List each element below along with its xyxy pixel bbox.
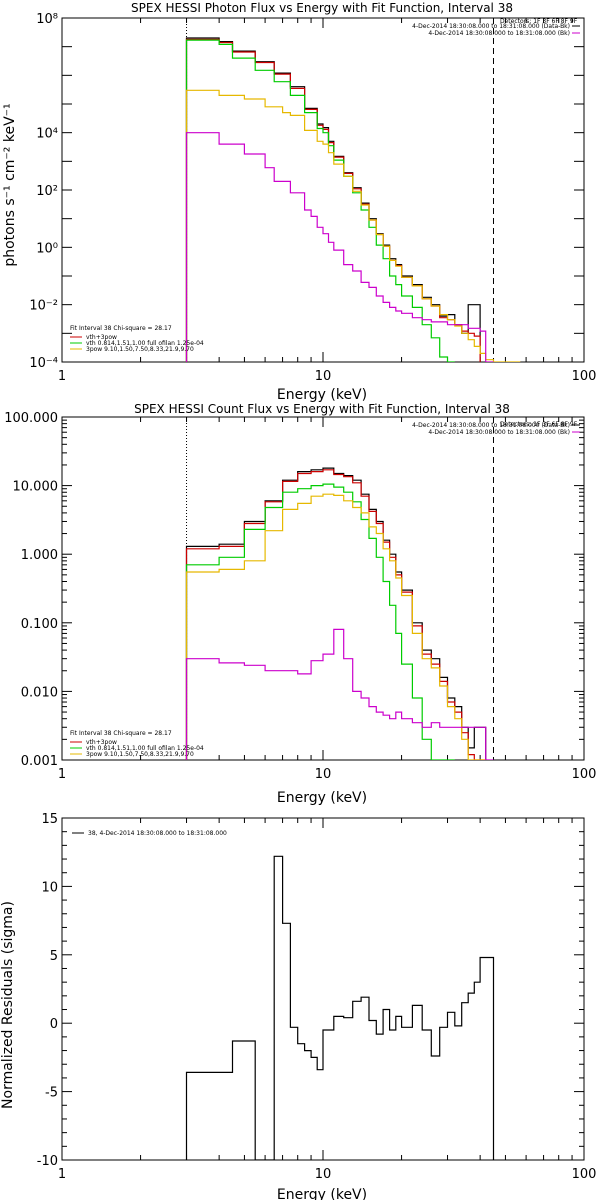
chart-2-title: SPEX HESSI Count Flux vs Energy with Fit… <box>134 402 510 416</box>
chart-3-y-tick-label: 15 <box>41 812 58 827</box>
chart-1-series-data-bk <box>185 37 481 362</box>
chart-1-fit-entry: 3pow 9.10,1.50,7.50,8.33,21.9,9.70 <box>86 346 194 353</box>
chart-1-series-bk <box>185 132 494 362</box>
chart-3-y-tick-label: 10 <box>41 880 58 895</box>
chart-3-y-tick-label: -10 <box>37 1154 58 1169</box>
chart-2-fit-entry: 3pow 9.10,1.50,7.50,8.33,21.9,9.70 <box>86 751 194 758</box>
chart-3-y-tick-label: -5 <box>45 1086 58 1101</box>
chart-2-plot <box>61 416 585 761</box>
chart-3-x-tick-label: 10 <box>315 1167 332 1182</box>
chart-3-plot <box>61 817 585 1161</box>
chart-2-y-tick-label: 0.001 <box>21 754 58 769</box>
chart-2-series-vth-3pow <box>185 469 486 760</box>
chart-2-fit-entry: vth 0.814,1.51,1.00 full ofilan 1.25e-04 <box>86 745 204 752</box>
chart-1-frame <box>61 17 585 363</box>
chart-2-x-tick-label: 100 <box>572 767 597 782</box>
chart-1-title: SPEX HESSI Photon Flux vs Energy with Fi… <box>131 1 513 15</box>
chart-2-y-tick-label: 1.000 <box>21 548 58 563</box>
chart-3-y-tick-label: 0 <box>50 1017 58 1032</box>
chart-3-series-residuals <box>185 855 495 1160</box>
chart-3-y-tick-label: 5 <box>50 949 58 964</box>
chart-1-ylabel: photons s⁻¹ cm⁻² keV⁻¹ <box>2 103 18 266</box>
chart-2-legend-entry: 4-Dec-2014 18:30:08.000 to 18:31:08.000 … <box>412 422 570 429</box>
chart-2-y-tick-label: 0.100 <box>21 617 58 632</box>
chart-1-xlabel: Energy (keV) <box>277 387 367 403</box>
chart-1-series-3pow <box>185 89 521 362</box>
chart-1-legend-entry: 4-Dec-2014 18:30:08.000 to 18:31:08.000 … <box>412 23 570 30</box>
chart-1-y-tick-label: 10⁻⁴ <box>29 356 58 371</box>
chart-1-series-vth <box>185 39 455 362</box>
chart-1-y-tick-label: 10⁰ <box>36 241 58 256</box>
chart-2-y-tick-label: 0.010 <box>21 685 58 700</box>
chart-2-fit-header: Fit Interval 38 Chi-square = 28.17 <box>70 730 172 737</box>
chart-1-y-tick-label: 10⁸ <box>36 12 58 27</box>
chart-3-frame <box>61 817 585 1161</box>
chart-1-series-vth-3pow <box>185 38 481 362</box>
chart-1-x-tick-label: 10 <box>315 369 332 384</box>
chart-3-xlabel: Energy (keV) <box>277 1187 367 1200</box>
chart-2-xlabel: Energy (keV) <box>277 790 367 806</box>
chart-1-fit-entry: vth+3pow <box>86 334 117 341</box>
chart-2-series-bk <box>185 628 494 760</box>
chart-1-fit-entry: vth 0.814,1.51,1.00 full ofilan 1.25e-04 <box>86 340 204 347</box>
chart-3-x-tick-label: 1 <box>58 1167 66 1182</box>
chart-2-x-tick-label: 1 <box>58 767 66 782</box>
chart-1-y-tick-label: 10⁻² <box>29 299 58 314</box>
chart-2-series-data-bk <box>185 467 487 760</box>
chart-2-fit-entry: vth+3pow <box>86 739 117 746</box>
chart-1-x-tick-label: 100 <box>572 369 597 384</box>
chart-3-x-tick-label: 100 <box>572 1167 597 1182</box>
chart-2-legend-header: Detectors: 1F 3F 6F 8F 9F <box>500 421 578 428</box>
chart-3-legend-entry: 38, 4-Dec-2014 18:30:08.000 to 18:31:08.… <box>88 830 227 837</box>
chart-1-plot <box>61 17 585 363</box>
chart-2-series-3pow <box>185 493 486 760</box>
chart-3-ylabel: Normalized Residuals (sigma) <box>0 901 16 1109</box>
chart-2-y-tick-label: 100.000 <box>4 411 58 426</box>
chart-1-fit-header: Fit Interval 38 Chi-square = 28.17 <box>70 325 172 332</box>
chart-2-legend-entry: 4-Dec-2014 18:30:08.000 to 18:31:08.000 … <box>428 429 570 436</box>
chart-1-x-tick-label: 1 <box>58 369 66 384</box>
chart-2-x-tick-label: 10 <box>315 767 332 782</box>
chart-2-y-tick-label: 10.000 <box>13 480 59 495</box>
chart-1-y-tick-label: 10² <box>36 184 58 199</box>
chart-1-y-tick-label: 10⁴ <box>36 127 58 142</box>
chart-1-legend-header: Detectors: 1F 3F 6F 8F 9F <box>500 18 578 25</box>
chart-1-legend-entry: 4-Dec-2014 18:30:08.000 to 18:31:08.000 … <box>428 30 570 37</box>
chart-2-series-vth <box>185 483 455 760</box>
